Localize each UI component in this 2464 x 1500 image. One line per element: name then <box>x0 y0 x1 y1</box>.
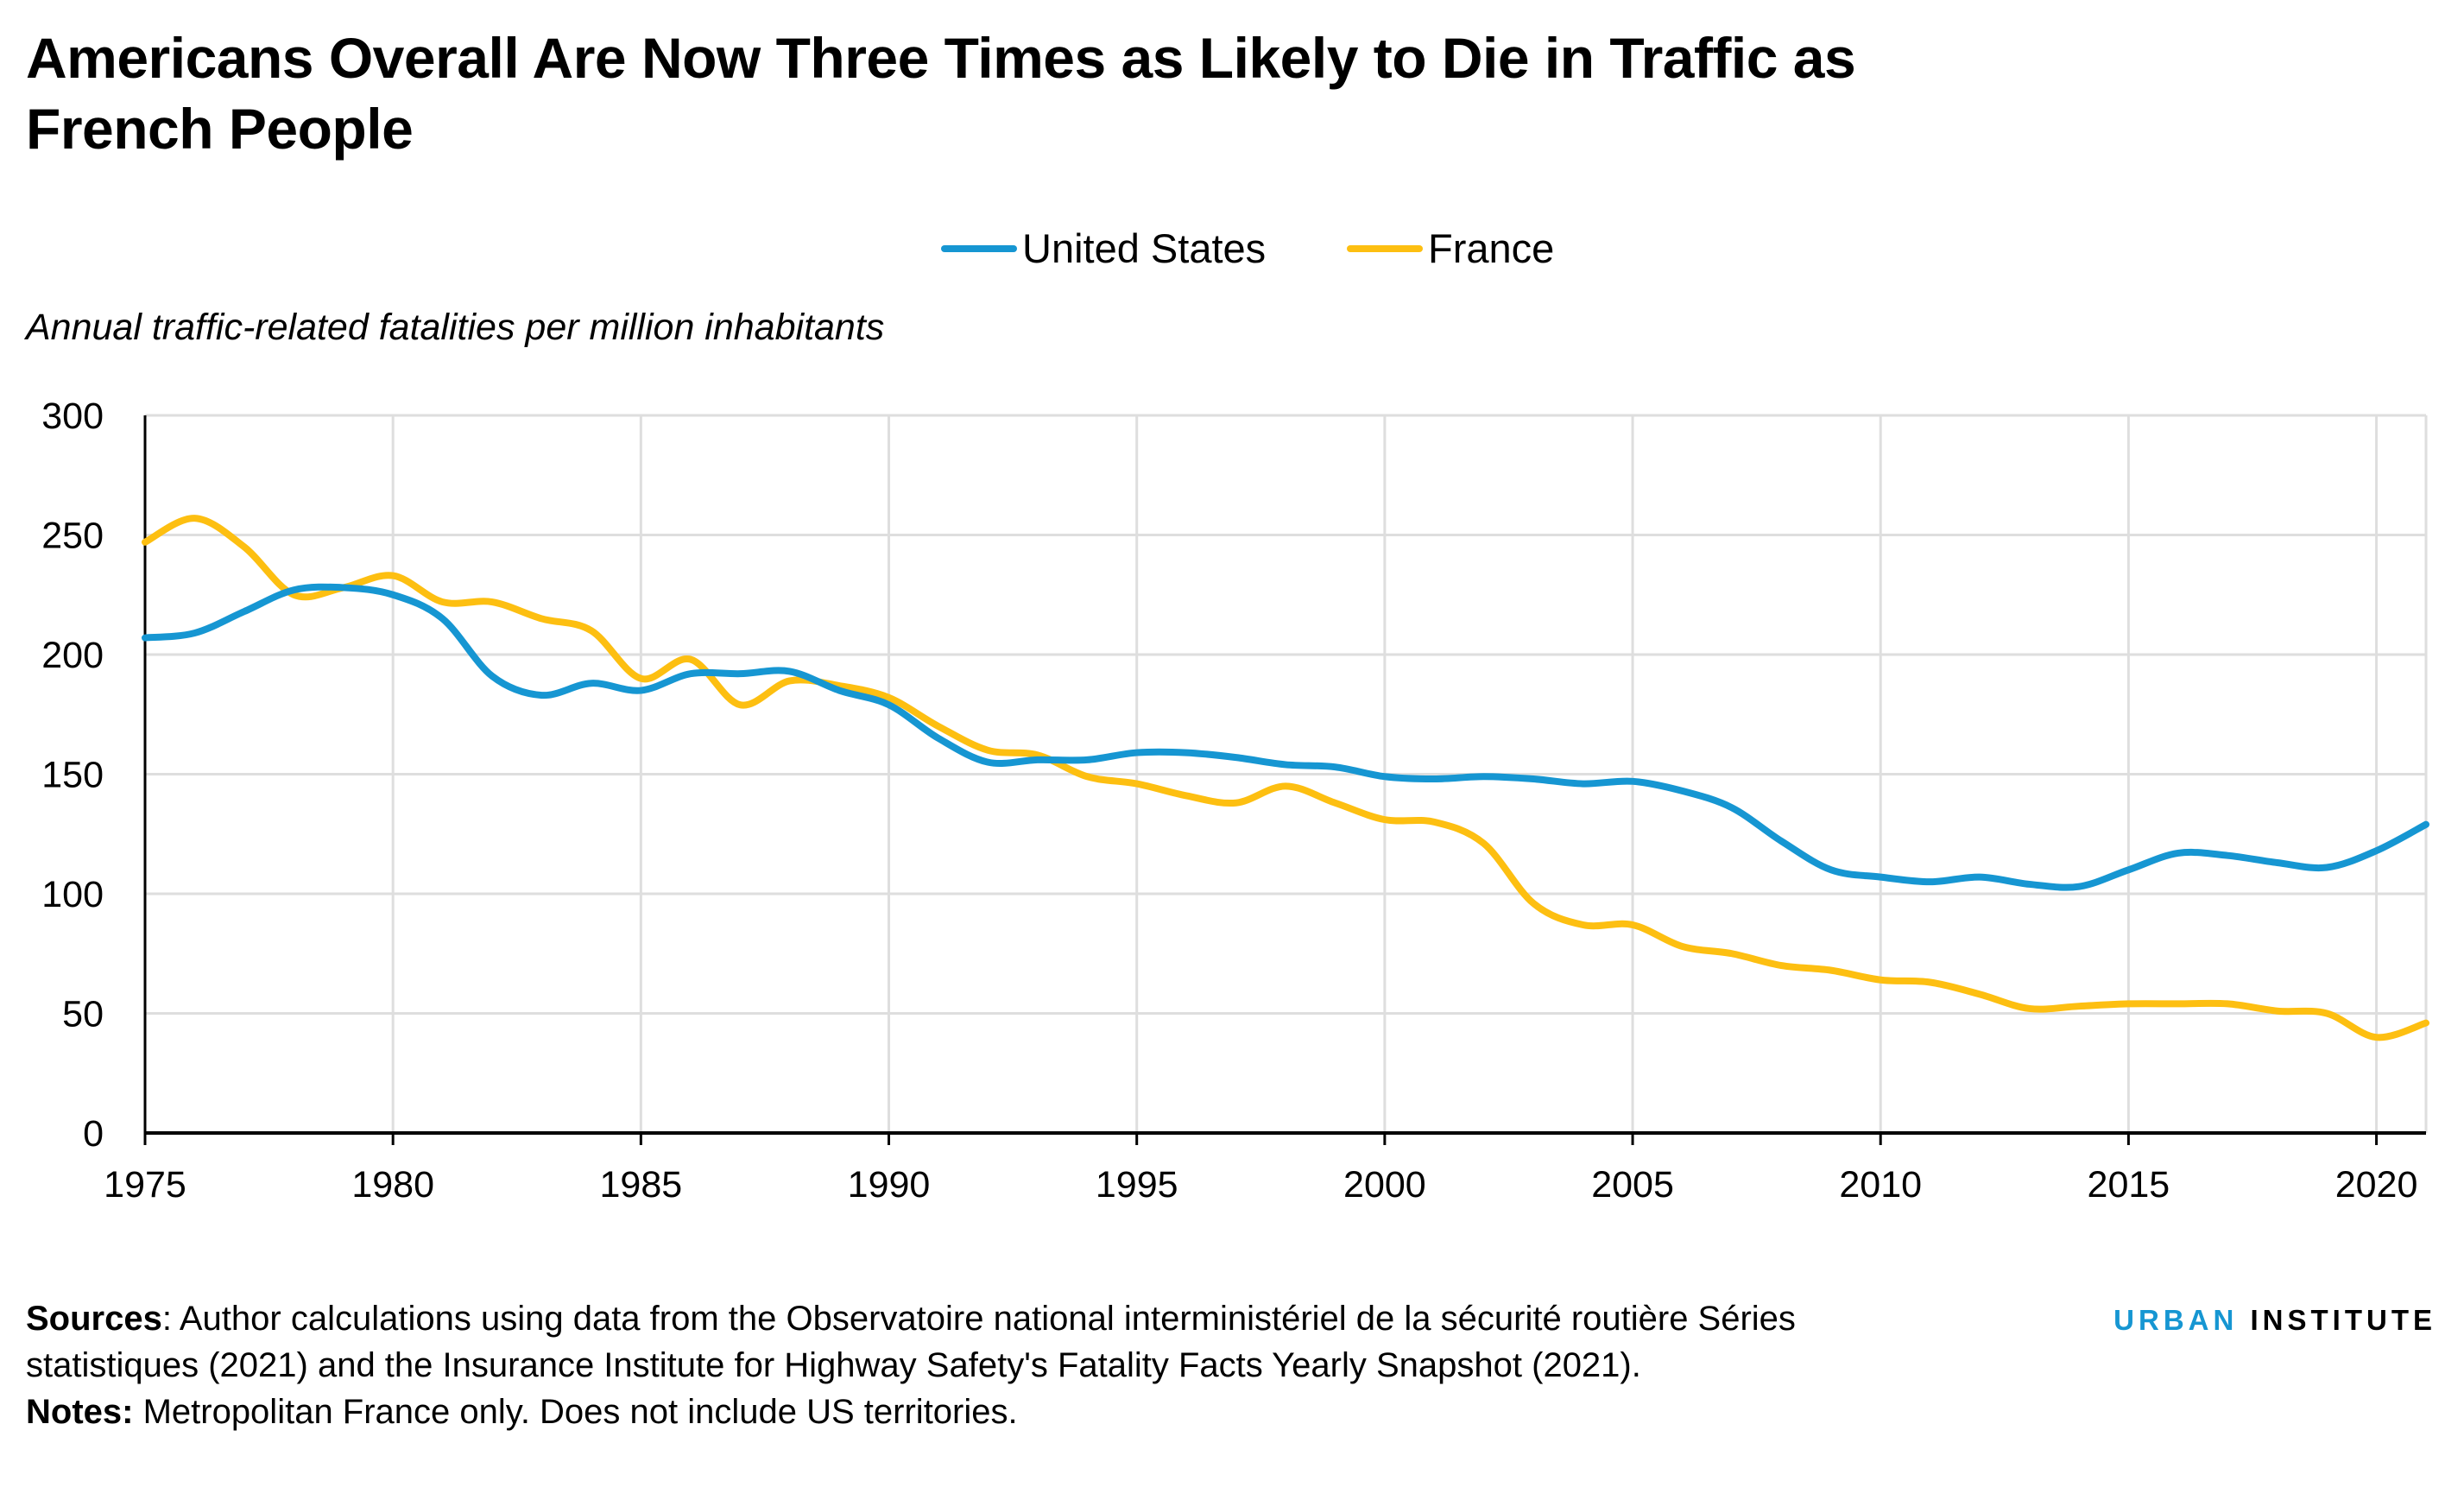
x-tick-label: 2020 <box>2335 1164 2418 1206</box>
x-tick-label: 1990 <box>848 1164 931 1206</box>
footer: Sources: Author calculations using data … <box>26 1295 1865 1435</box>
legend-swatch-france <box>1347 245 1423 252</box>
notes-label: Notes: <box>26 1393 134 1431</box>
y-tick-label: 250 <box>41 516 104 557</box>
x-tick-label: 2015 <box>2088 1164 2170 1206</box>
y-tick-label: 150 <box>41 755 104 796</box>
sources-label: Sources <box>26 1300 162 1338</box>
legend-label-france: France <box>1428 225 1555 271</box>
y-axis-label: Annual traffic-related fatalities per mi… <box>26 307 885 348</box>
brand-urban: URBAN <box>2113 1304 2239 1336</box>
x-tick-label: 2010 <box>1839 1164 1922 1206</box>
y-tick-label: 200 <box>41 635 104 676</box>
brand-logo: URBAN INSTITUTE <box>2113 1304 2436 1337</box>
legend-item-france: France <box>1347 223 1554 275</box>
series-line-france <box>142 515 2429 1041</box>
legend-item-us: United States <box>941 223 1266 275</box>
series-line-united-states <box>142 583 2429 891</box>
x-tick-label: 1995 <box>1096 1164 1178 1206</box>
x-tick-label: 1975 <box>104 1164 186 1206</box>
notes-text: Metropolitan France only. Does not inclu… <box>133 1393 1018 1431</box>
x-tick-label: 1980 <box>351 1164 434 1206</box>
brand-institute: INSTITUTE <box>2250 1304 2436 1336</box>
line-chart: 0 50 100 150 200 250 300 1975 1980 1985 1990 1995 20… <box>41 396 2429 1206</box>
x-tick-label: 2005 <box>1591 1164 1674 1206</box>
legend: United States France <box>0 223 2464 275</box>
sources-text: : Author calculations using data from th… <box>26 1300 1796 1384</box>
legend-label-us: United States <box>1022 225 1267 271</box>
chart-title: Americans Overall Are Now Three Times as… <box>26 26 1856 161</box>
x-tick-label: 1985 <box>600 1164 683 1206</box>
legend-swatch-us <box>941 245 1017 252</box>
y-tick-label: 0 <box>83 1113 104 1155</box>
y-tick-label: 50 <box>62 994 104 1035</box>
x-tick-label: 2000 <box>1343 1164 1426 1206</box>
y-tick-label: 300 <box>41 396 104 437</box>
y-tick-label: 100 <box>41 874 104 915</box>
